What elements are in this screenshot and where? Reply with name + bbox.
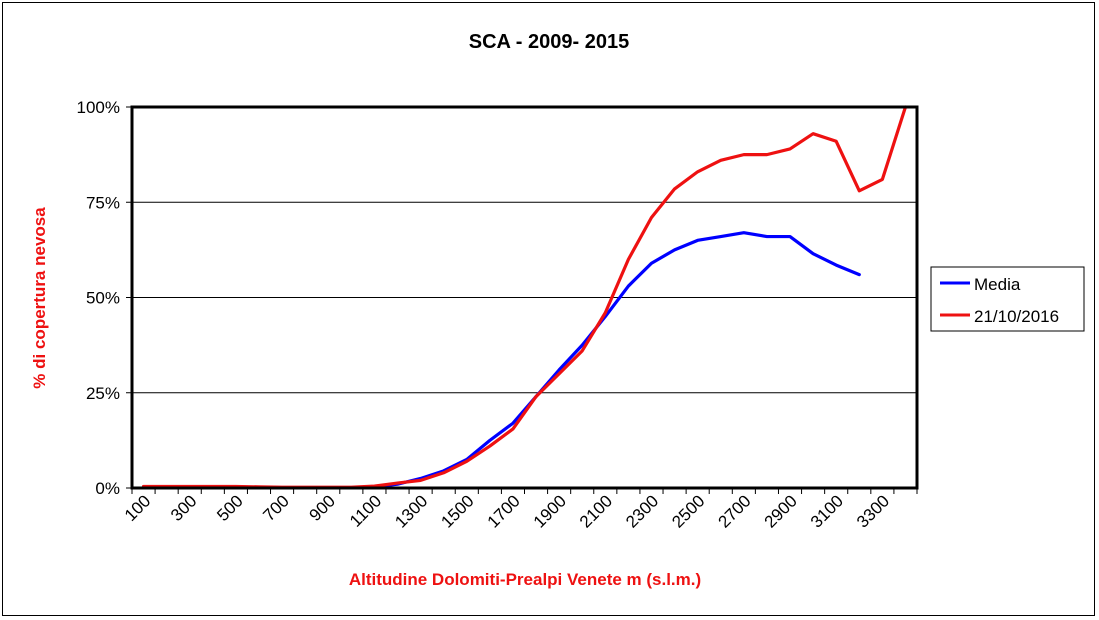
x-tick-label: 900: [306, 491, 339, 524]
series-line-media: [141, 231, 861, 490]
legend-label-2016: 21/10/2016: [974, 307, 1059, 326]
legend-box: [930, 266, 1085, 332]
y-axis-title: % di copertura nevosa: [30, 207, 49, 389]
x-tick-label: 1100: [346, 491, 385, 530]
legend: Media 21/10/2016: [930, 266, 1085, 332]
x-tick-label: 3300: [853, 491, 893, 531]
x-tick-label: 100: [121, 491, 154, 524]
y-tick-label: 50%: [86, 289, 120, 308]
y-tick-label: 100%: [77, 98, 120, 117]
x-tick-label: 1300: [391, 491, 431, 531]
x-tick-label: 1500: [437, 491, 477, 531]
y-tick-label: 75%: [86, 193, 120, 212]
x-tick-label: 2700: [714, 491, 754, 531]
legend-label-media: Media: [974, 275, 1021, 294]
x-tick-label: 3100: [807, 491, 847, 531]
x-axis-title: Altitudine Dolomiti-Prealpi Venete m (s.…: [349, 570, 701, 589]
y-axis-ticks: 0% 25% 50% 75% 100%: [77, 98, 132, 498]
y-tick-label: 0%: [95, 479, 120, 498]
x-tick-label: 1900: [530, 491, 570, 531]
gridlines: [132, 106, 917, 489]
x-tick-label: 700: [259, 491, 292, 524]
x-tick-label: 2500: [668, 491, 708, 531]
x-tick-label: 2100: [576, 491, 616, 531]
chart-title: SCA - 2009- 2015: [469, 31, 629, 53]
x-tick-label: 2300: [622, 491, 662, 531]
y-tick-label: 25%: [86, 384, 120, 403]
x-tick-label: 1700: [484, 491, 524, 531]
x-tick-label: 500: [213, 491, 246, 524]
x-axis-ticks: 100 300 500 700 900 1100 1300 1500 1700 1900 2100 2…: [121, 488, 918, 532]
x-tick-label: 2900: [761, 491, 801, 531]
x-tick-label: 300: [167, 491, 200, 524]
plot-area-border: [130, 105, 919, 490]
